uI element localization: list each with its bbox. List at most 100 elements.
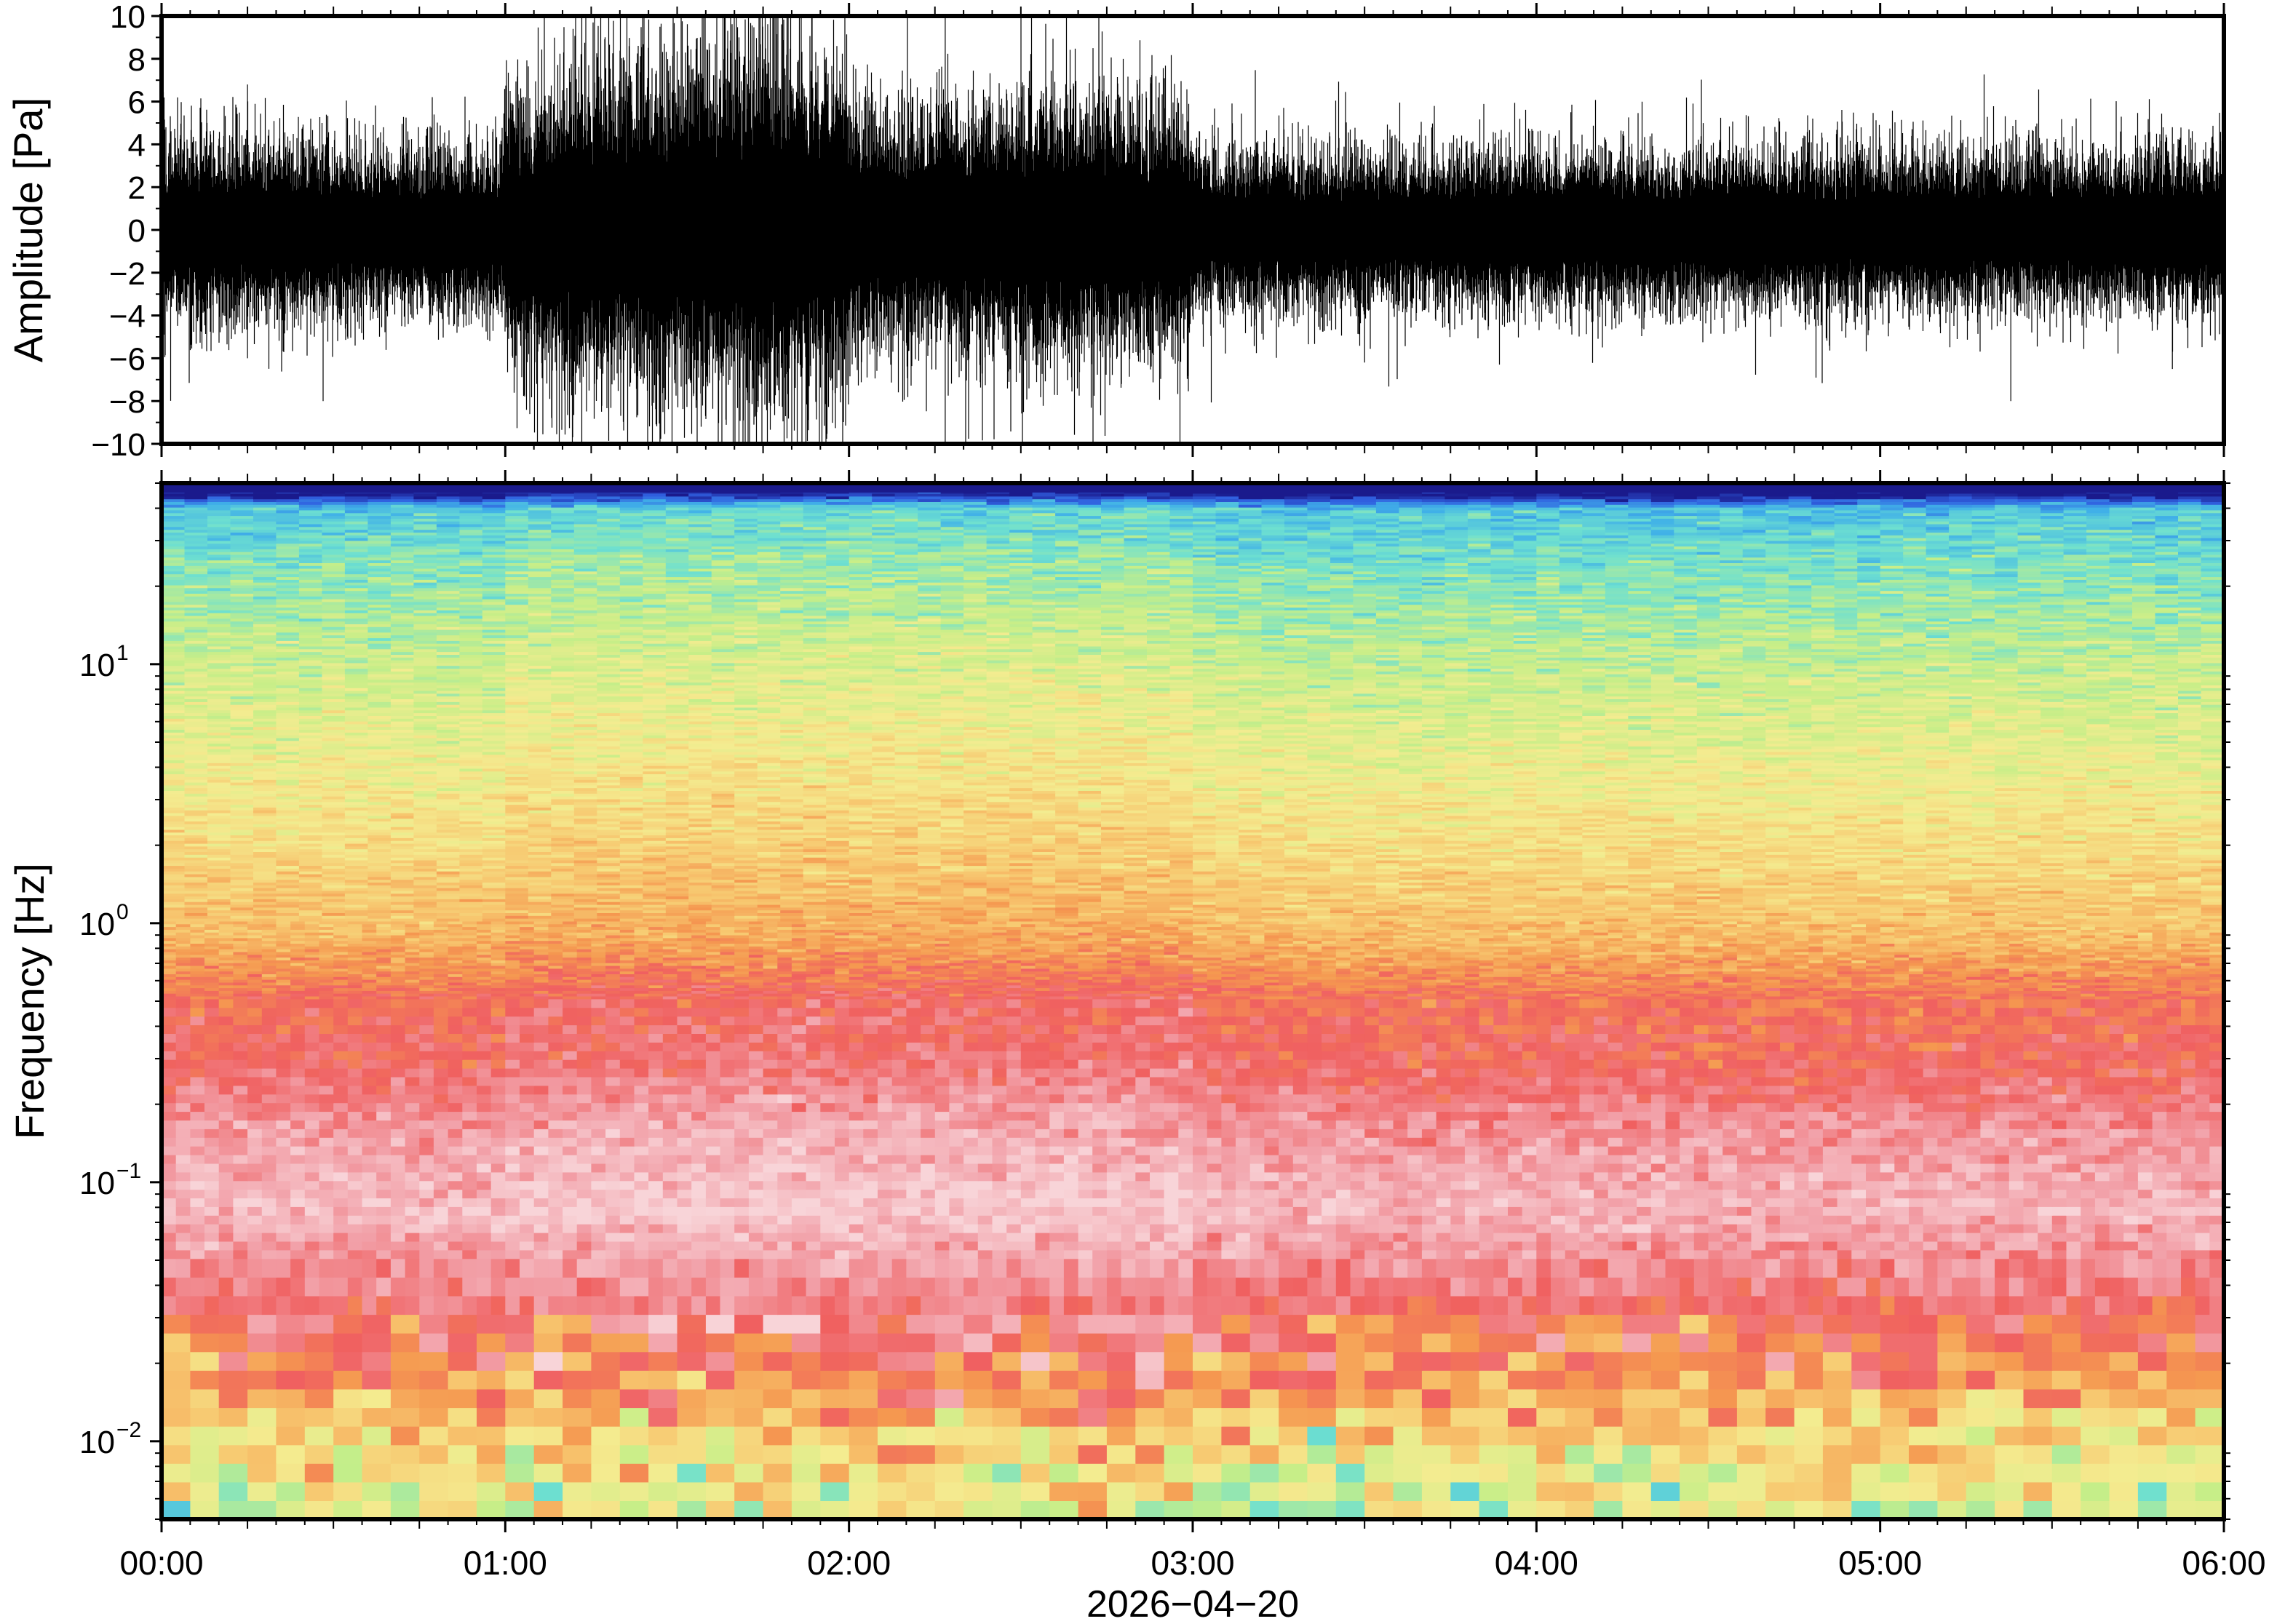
spectrogram-cell: [2081, 1155, 2096, 1164]
spectrogram-cell: [763, 1137, 779, 1147]
spectrogram-cell: [1164, 1077, 1180, 1086]
spectrogram-cell: [1479, 1198, 1495, 1207]
spectrogram-cell: [1880, 1233, 1896, 1242]
spectrogram-cell: [1680, 1129, 1695, 1138]
spectrogram-cell: [1737, 1181, 1752, 1190]
spectrogram-cell: [1436, 1042, 1452, 1051]
spectrogram-cell: [1765, 1120, 1781, 1129]
spectrogram-cell: [1694, 1206, 1709, 1216]
spectrogram-cell: [1594, 1215, 1609, 1225]
spectrogram-cell: [462, 1215, 477, 1225]
spectrogram-cell: [1536, 1426, 1565, 1445]
spectrogram-cell: [1765, 1250, 1781, 1259]
spectrogram-cell: [247, 1241, 263, 1251]
spectrogram-cell: [1322, 1120, 1337, 1129]
spectrogram-cell: [2052, 1120, 2067, 1129]
spectrogram-cell: [1450, 1408, 1479, 1427]
spectrogram-cell: [1565, 1163, 1581, 1173]
spectrogram-cell: [720, 1077, 736, 1086]
spectrogram-cell: [1493, 1129, 1509, 1138]
spectrogram-cell: [906, 1077, 921, 1086]
spectrogram-cell: [491, 1163, 506, 1173]
spectrogram-cell: [863, 1215, 878, 1225]
spectrogram-cell: [1150, 1181, 1165, 1190]
spectrogram-cell: [993, 1163, 1008, 1173]
spectrogram-cell: [1236, 1155, 1251, 1164]
spectrogram-cell: [419, 1172, 434, 1182]
spectrogram-cell: [1107, 1042, 1122, 1051]
spectrogram-cell: [534, 1500, 563, 1519]
spectrogram-cell: [333, 1389, 362, 1408]
spectrogram-cell: [806, 1190, 822, 1199]
spectrogram-cell: [1450, 1172, 1466, 1182]
spectrogram-cell: [1049, 1068, 1065, 1078]
spectrogram-cell: [419, 1296, 434, 1315]
spectrogram-cell: [620, 1190, 635, 1199]
spectrogram-cell: [1178, 1215, 1193, 1225]
spectrogram-cell: [1594, 1112, 1609, 1121]
spectrogram-cell: [2009, 1103, 2024, 1112]
spectrogram-cell: [1995, 1463, 2024, 1482]
spectrogram-cell: [1709, 1408, 1738, 1427]
spectrogram-cell: [1422, 1241, 1437, 1251]
spectrogram-cell: [219, 1389, 248, 1408]
spectrogram-cell: [1279, 1172, 1294, 1182]
spectrogram-cell: [1980, 1181, 1995, 1190]
spectrogram-cell: [1407, 1129, 1423, 1138]
spectrogram-cell: [2196, 1259, 2211, 1278]
spectrogram-cell: [591, 1389, 620, 1408]
spectrogram-cell: [1980, 1042, 1995, 1051]
spectrogram-cell: [1006, 1094, 1022, 1104]
spectrogram-cell: [1508, 1389, 1537, 1408]
spectrogram-cell: [1193, 1146, 1208, 1155]
spectrogram-cell: [1221, 1206, 1236, 1216]
spectrogram-cell: [2181, 1198, 2196, 1207]
spectrogram-cell: [1322, 1250, 1337, 1259]
spectrogram-cell: [1694, 1103, 1709, 1112]
spectrogram-cell: [1894, 1206, 1910, 1216]
spectrogram-cell: [1837, 1120, 1853, 1129]
spectrogram-cell: [591, 1250, 606, 1259]
spectrogram-cell: [1450, 1500, 1479, 1519]
spectrogram-cell: [1565, 1389, 1594, 1408]
spectrogram-cell: [1937, 1163, 1952, 1173]
spectrogram-cell: [1780, 1129, 1795, 1138]
spectrogram-cell: [1236, 1042, 1251, 1051]
spectrogram-cell: [2024, 1389, 2053, 1408]
spectrogram-cell: [1966, 1250, 1982, 1259]
spectrogram-cell: [1450, 1215, 1466, 1225]
spectrogram-cell: [1436, 1198, 1452, 1207]
spectrogram-cell: [734, 1181, 749, 1190]
spectrogram-cell: [262, 1277, 277, 1296]
spectrogram-cell: [1594, 1181, 1609, 1190]
spectrogram-cell: [1021, 1315, 1050, 1334]
spectrogram-cell: [1894, 1259, 1910, 1278]
spectrogram-cell: [262, 1051, 277, 1060]
spectrogram-cell: [362, 1051, 378, 1060]
spectrogram-cell: [2081, 1296, 2096, 1315]
spectrogram-cell: [348, 1086, 363, 1095]
spectrogram-cell: [247, 1137, 263, 1147]
spectrogram-cell: [1795, 1181, 1810, 1190]
spectrogram-cell: [935, 1224, 950, 1233]
spectrogram-cell: [563, 1241, 578, 1251]
spectrogram-cell: [849, 1250, 865, 1259]
spectrogram-cell: [190, 1426, 219, 1445]
spectrogram-cell: [878, 1277, 893, 1296]
spectrogram-cell: [835, 1120, 850, 1129]
spectrogram-cell: [1622, 1277, 1637, 1296]
spectrogram-cell: [276, 1277, 291, 1296]
spectrogram-cell: [1135, 1206, 1151, 1216]
spectrogram-cell: [820, 1370, 849, 1389]
spectrogram-cell: [1207, 1077, 1223, 1086]
spectrogram-cell: [520, 1277, 535, 1296]
spectrogram-cell: [1536, 1241, 1551, 1251]
spectrogram-cell: [706, 1181, 721, 1190]
spectrogram-cell: [1422, 1068, 1437, 1078]
spectrogram-cell: [1694, 1137, 1709, 1147]
spectrogram-cell: [1135, 1172, 1151, 1182]
spectrogram-cell: [462, 1094, 477, 1104]
spectrogram-cell: [391, 1103, 406, 1112]
spectrogram-cell: [405, 1206, 421, 1216]
spectrogram-cell: [2110, 1190, 2125, 1199]
